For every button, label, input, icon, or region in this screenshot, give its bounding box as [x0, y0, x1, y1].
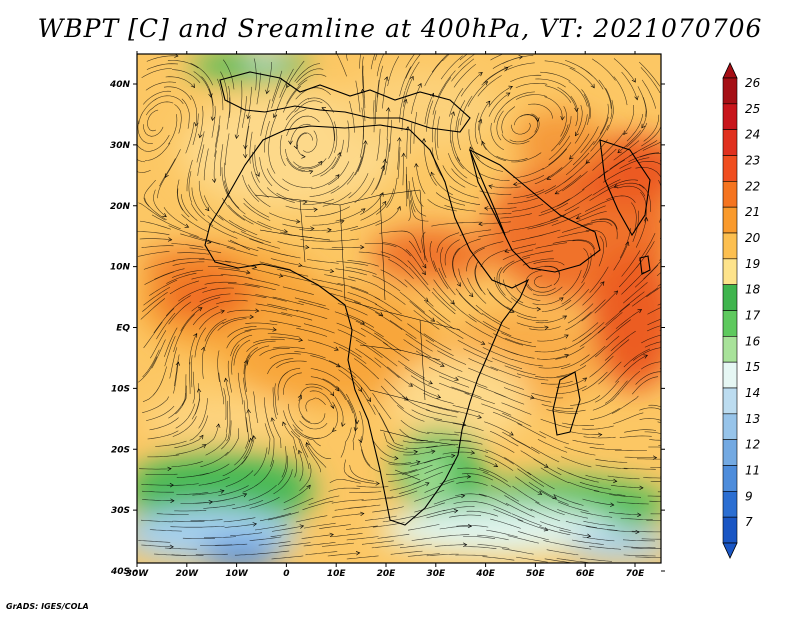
colorbar-label: 20 — [745, 231, 761, 245]
colorbar-swatch — [722, 129, 738, 156]
streamline-arrows — [162, 54, 661, 556]
y-tick-label: 10S — [111, 384, 130, 394]
colorbar-label: 24 — [745, 128, 760, 142]
colorbar-swatch — [722, 361, 738, 389]
colorbar-label: 21 — [745, 205, 760, 219]
colorbar-label: 26 — [745, 76, 761, 90]
colorbar-label: 14 — [745, 386, 760, 400]
colorbar-label: 11 — [745, 464, 760, 478]
x-tick-label: 20E — [377, 569, 397, 579]
colorbar-label: 19 — [745, 257, 760, 271]
x-tick-label: 60E — [576, 569, 596, 579]
y-axis-labels: 40N 30N 20N 10N EQ 10S 20S 30S 40S — [109, 80, 131, 577]
x-tick-label: 0 — [283, 569, 289, 579]
x-tick-label: 30W — [126, 569, 150, 579]
y-tick-label: 20S — [111, 445, 130, 455]
colorbar-label: 9 — [745, 489, 753, 503]
colorbar-top-triangle — [722, 62, 738, 79]
colorbar-swatch — [722, 232, 738, 260]
x-tick-label: 70E — [626, 569, 646, 579]
colorbar-swatch — [722, 310, 738, 337]
colorbar-label: 7 — [745, 515, 753, 529]
colorbar-swatch — [722, 181, 738, 208]
streamline-layer — [137, 54, 661, 563]
colorbar: 26 25 24 23 22 21 20 19 18 17 16 15 14 13 12 11 9 7 — [722, 62, 761, 559]
y-tick-label: 10N — [110, 263, 131, 273]
x-tick-label: 10E — [327, 569, 347, 579]
colorbar-label: 25 — [745, 102, 760, 116]
colorbar-label: 22 — [745, 179, 760, 193]
colorbar-swatch — [722, 465, 738, 492]
colorbar-swatch — [722, 491, 738, 518]
colorbar-swatch — [722, 77, 738, 105]
colorbar-swatch — [722, 387, 738, 415]
map-frame — [136, 53, 662, 564]
colorbar-swatch — [722, 439, 738, 466]
y-tick-label: 40N — [109, 80, 131, 90]
map-title: WBPT [C] and Sreamline at 400hPa, VT: 20… — [37, 14, 763, 43]
x-tick-label: 10W — [225, 569, 249, 579]
y-tick-label: EQ — [116, 324, 130, 334]
colorbar-swatch — [722, 103, 738, 130]
x-tick-label: 50E — [526, 569, 546, 579]
colorbar-swatch — [722, 516, 738, 544]
map-panel — [137, 54, 661, 563]
wbpt-shading — [137, 54, 661, 563]
y-tick-label: 20N — [110, 202, 131, 212]
grads-credit: GrADS: IGES/COLA — [6, 602, 89, 611]
x-axis-labels: 30W 20W 10W 0 10E 20E 30E 40E 50E 60E 70E — [126, 569, 645, 579]
colorbar-swatch — [722, 155, 738, 182]
colorbar-label: 23 — [745, 154, 760, 168]
y-tick-label: 30N — [110, 141, 131, 151]
x-tick-label: 20W — [176, 569, 200, 579]
country-borders — [229, 189, 461, 481]
colorbar-label: 12 — [745, 438, 760, 452]
y-tick-label: 30S — [111, 506, 130, 516]
colorbar-label: 13 — [745, 412, 760, 426]
colorbar-label: 17 — [745, 309, 761, 323]
y-tick-label: 40S — [110, 567, 130, 577]
colorbar-bottom-triangle — [722, 542, 738, 559]
colorbar-label: 15 — [745, 360, 760, 374]
axis-ticks — [133, 51, 665, 572]
colorbar-label: 16 — [745, 334, 761, 348]
x-tick-label: 40E — [475, 569, 496, 579]
colorbar-swatch — [722, 206, 738, 234]
coastlines — [204, 71, 651, 526]
colorbar-swatch — [722, 336, 738, 363]
colorbar-swatch — [722, 413, 738, 440]
colorbar-label: 18 — [745, 283, 761, 297]
x-tick-label: 30E — [426, 569, 446, 579]
colorbar-swatch — [722, 258, 738, 285]
colorbar-swatch — [722, 284, 738, 311]
